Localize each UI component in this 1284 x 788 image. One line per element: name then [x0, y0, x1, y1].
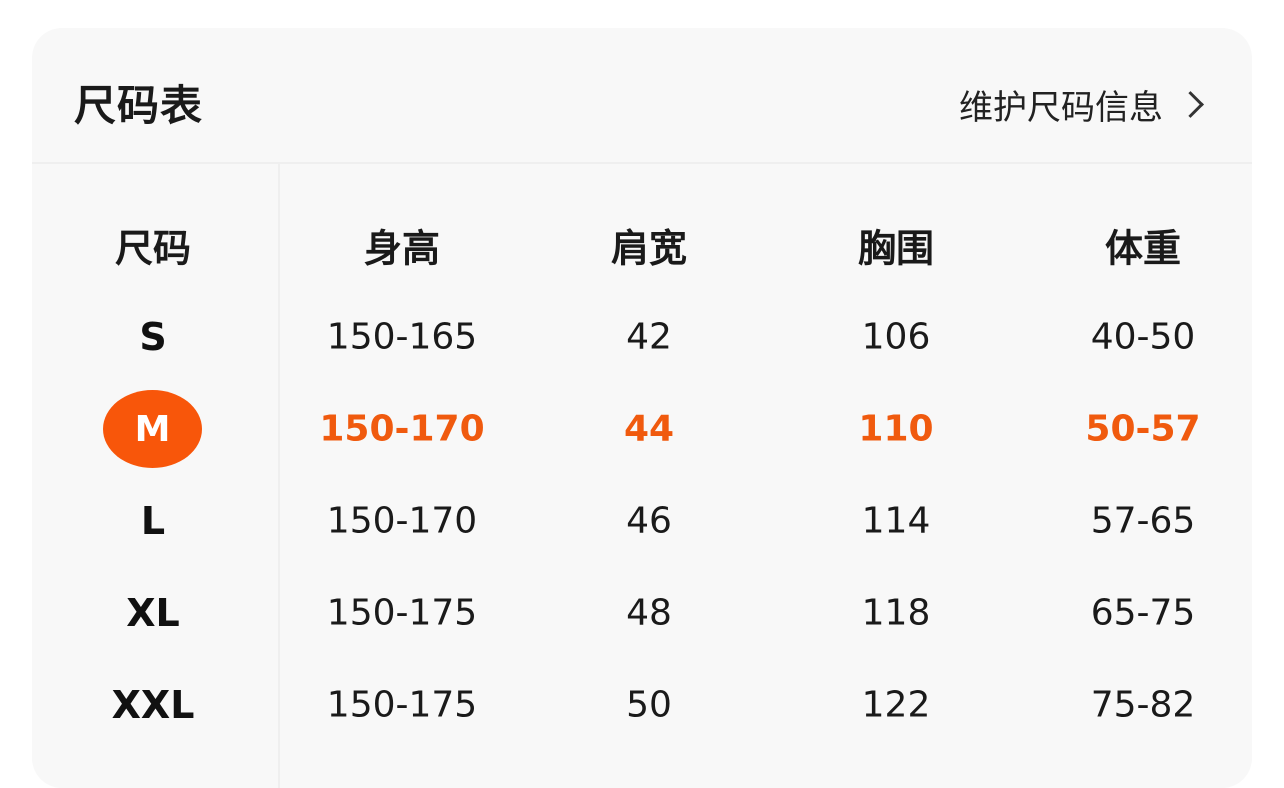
cell-height: 150-170: [319, 408, 485, 450]
cell-height: 150-165: [326, 316, 478, 358]
cell-chest: 122: [861, 684, 931, 726]
cell-chest: 110: [858, 408, 934, 450]
cell-chest: 106: [861, 316, 931, 358]
cell-shoulder: 50: [626, 684, 672, 726]
cell-shoulder: 48: [626, 592, 672, 634]
selected-size-badge: M: [103, 390, 202, 468]
column-header-weight: 体重: [1104, 226, 1182, 271]
cell-weight: 40-50: [1090, 316, 1196, 358]
page-title: 尺码表: [74, 81, 204, 130]
cell-shoulder: 44: [623, 408, 675, 450]
cell-height: 150-175: [326, 592, 478, 634]
header-divider: [32, 162, 1252, 164]
cell-chest: 118: [861, 592, 931, 634]
column-header-chest: 胸围: [857, 226, 935, 271]
size-label: M: [134, 408, 171, 450]
cell-weight: 65-75: [1090, 592, 1196, 634]
cell-chest: 114: [861, 500, 931, 542]
size-chart-card: 尺码表 维护尺码信息 尺码 身高 肩宽 胸围 体重 S 150-165 42 106 40-50 M…: [32, 28, 1252, 788]
size-label: S: [139, 315, 167, 359]
cell-height: 150-170: [326, 500, 478, 542]
column-header-size: 尺码: [114, 226, 192, 271]
column-header-height: 身高: [363, 226, 441, 271]
cell-weight: 50-57: [1085, 408, 1201, 450]
cell-shoulder: 42: [626, 316, 672, 358]
cell-height: 150-175: [326, 684, 478, 726]
cell-weight: 75-82: [1090, 684, 1196, 726]
cell-shoulder: 46: [626, 500, 672, 542]
maintain-size-info-label: 维护尺码信息: [959, 88, 1163, 128]
size-label: L: [140, 499, 166, 543]
chevron-right-icon: [1177, 91, 1204, 118]
size-label: XL: [126, 591, 180, 635]
cell-weight: 57-65: [1090, 500, 1196, 542]
column-divider: [278, 164, 280, 788]
column-header-shoulder: 肩宽: [610, 226, 688, 271]
maintain-size-info-link[interactable]: 维护尺码信息: [959, 80, 1206, 129]
size-label: XXL: [111, 683, 195, 727]
